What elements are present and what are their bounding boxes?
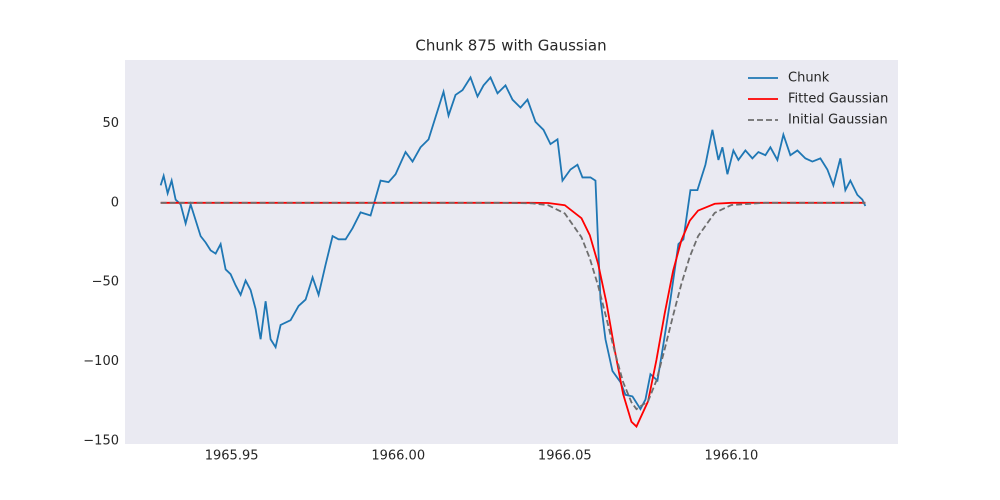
y-tick-label: −50 — [92, 275, 119, 290]
y-tick-label: 50 — [102, 116, 119, 131]
y-tick-label: −100 — [83, 354, 119, 369]
chart-title: Chunk 875 with Gaussian — [415, 37, 606, 55]
plot-area — [125, 60, 898, 444]
legend-label: Chunk — [788, 71, 830, 86]
x-tick-label: 1966.00 — [371, 449, 425, 464]
series-line — [160, 201, 866, 429]
y-tick-label: −150 — [83, 433, 119, 448]
x-tick-label: 1966.05 — [538, 449, 592, 464]
x-tick-label: 1966.10 — [705, 449, 759, 464]
x-tick-label: 1965.95 — [205, 449, 259, 464]
legend-label: Initial Gaussian — [788, 113, 888, 128]
series-line — [160, 201, 866, 411]
legend-label: Fitted Gaussian — [788, 92, 888, 107]
y-tick-label: 0 — [111, 195, 119, 210]
series-line — [159, 75, 867, 411]
